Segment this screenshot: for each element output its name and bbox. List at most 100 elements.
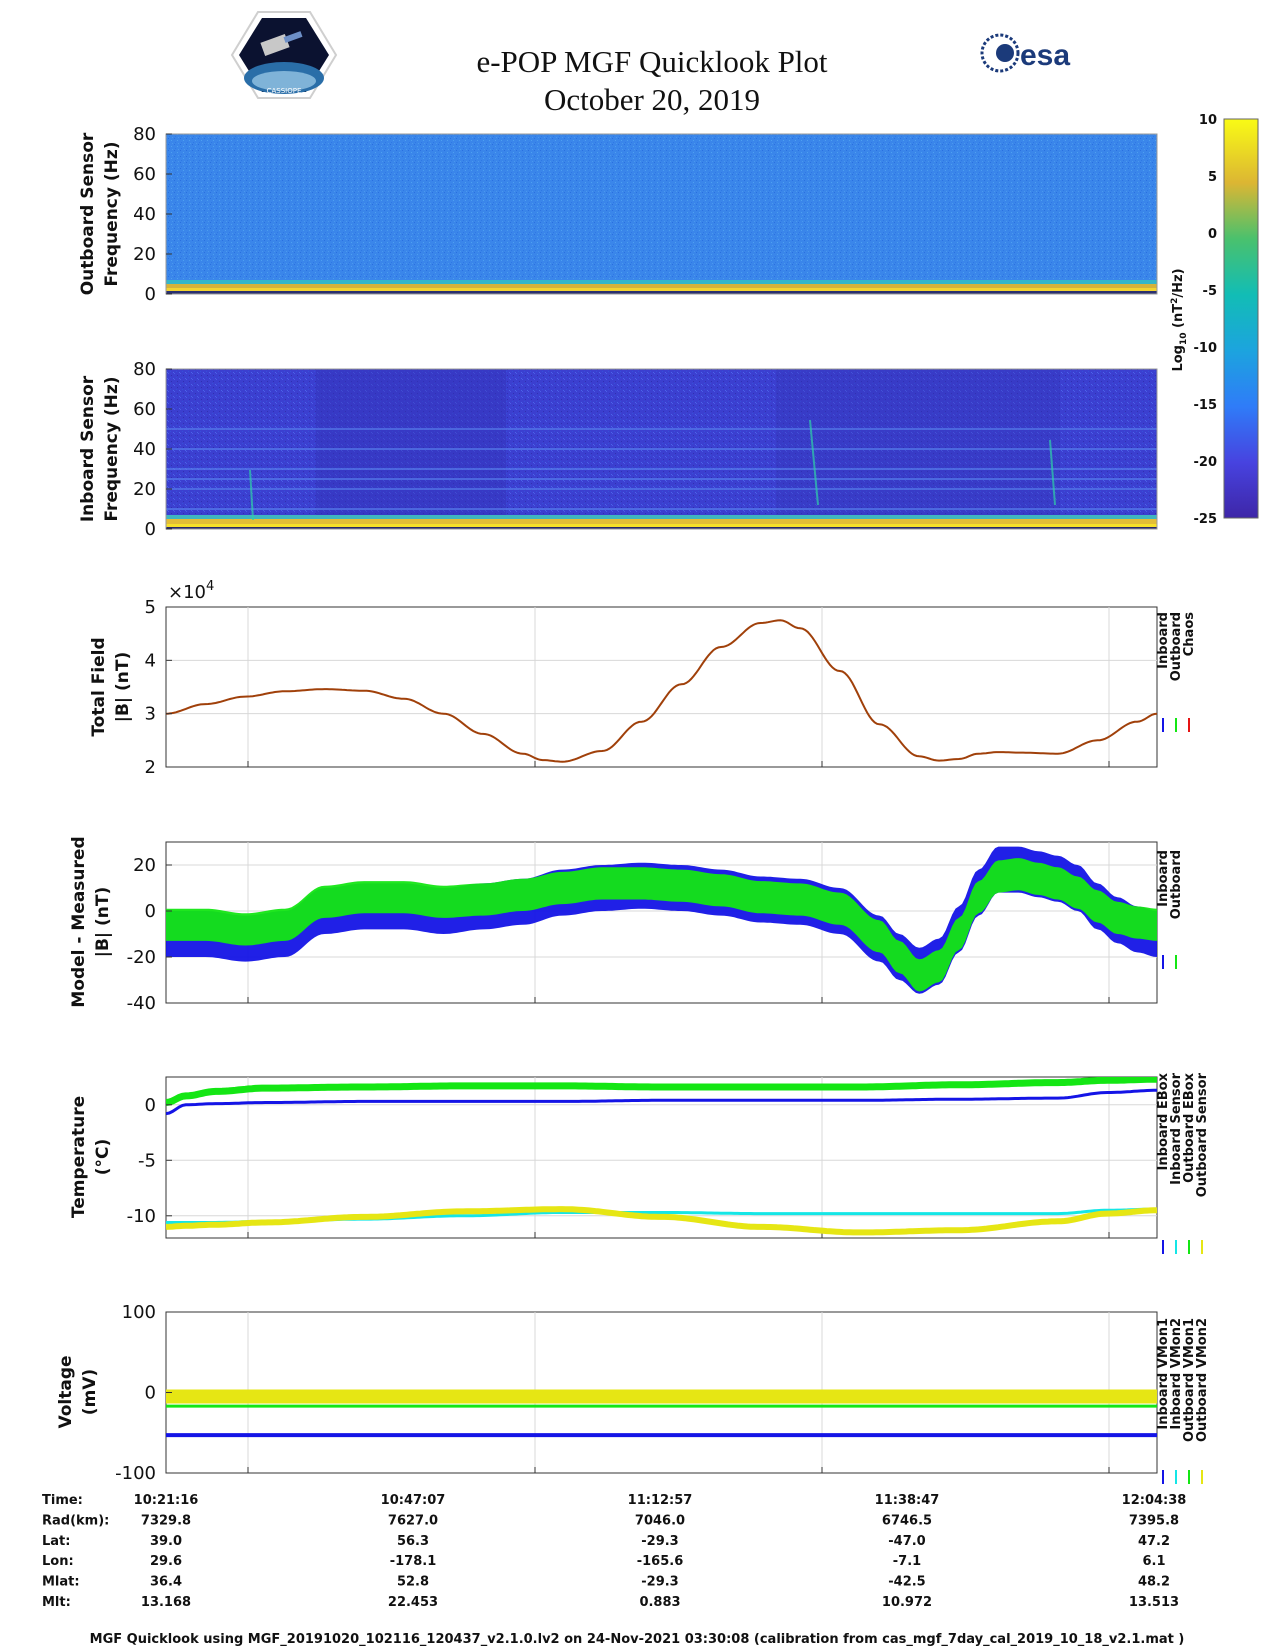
plot-date: October 20, 2019 [544,82,760,117]
ephemeris-cell-0-2: 39.0 [150,1534,182,1549]
temperature-ytick-0: 0 [145,1095,156,1116]
temperature-legend-label-0: Inboard EBox [1156,1072,1171,1170]
total-field-legend-label-1: Outboard [1169,612,1184,681]
ephemeris-cell-3-0: 11:38:47 [875,1493,940,1508]
total-field-exponent: ×104 [168,579,214,603]
total-field-ytick-0: 5 [145,597,156,618]
ephemeris-cell-2-5: 0.883 [639,1595,680,1610]
temperature-legend-label-1: Inboard Sensor [1169,1072,1184,1184]
model-measured-series-outboard [166,858,1157,992]
total-field-ylabel-line2: |B| (nT) [113,652,133,723]
temperature-legend-label-3: Outboard Sensor [1195,1072,1210,1197]
cassiope-logo: CASSIOPE [230,11,338,99]
ephemeris-cell-1-0: 10:47:07 [381,1493,446,1508]
ephemeris-row-label-1: Rad(km): [42,1513,109,1528]
inboard-ytick-2: 40 [133,439,156,460]
voltage-ylabel-line2: (mV) [80,1369,100,1415]
outboard-spectrogram [165,133,1158,295]
colorbar-tick-7: -25 [1194,512,1218,527]
total-field-ytick-3: 2 [145,757,156,778]
outboard-ytick-0: 80 [133,124,156,145]
voltage-legend-label-3: Outboard VMon2 [1195,1318,1210,1442]
outboard-ytick-4: 0 [145,284,156,305]
temperature-series-outboard-ebox [166,1077,1157,1106]
ephemeris-row-label-5: Mlt: [42,1595,71,1610]
ephemeris-cell-2-3: -165.6 [637,1554,684,1569]
ephemeris-cell-4-1: 7395.8 [1129,1513,1179,1528]
model-measured-legend-label-0: Inboard [1156,850,1171,907]
ephemeris-cell-4-4: 48.2 [1138,1575,1170,1590]
esa-logo-text: esa [1020,39,1070,72]
voltage-legend-label-1: Inboard VMon2 [1169,1318,1184,1430]
colorbar-tick-4: -10 [1194,341,1218,356]
voltage-legend-label-0: Inboard VMon1 [1156,1318,1171,1430]
outboard-ytick-3: 20 [133,244,156,265]
inboard-spectrogram [165,368,1158,530]
ephemeris-cell-4-5: 13.513 [1129,1595,1179,1610]
inboard-ylabel-line2: Frequency (Hz) [102,376,122,521]
colorbar-tick-5: -15 [1194,398,1218,413]
ephemeris-cell-2-4: -29.3 [641,1575,678,1590]
ephemeris-row-label-4: Mlat: [42,1575,80,1590]
ephemeris-cell-3-5: 10.972 [882,1595,932,1610]
ephemeris-row-label-0: Time: [42,1493,83,1508]
ephemeris-cell-1-1: 7627.0 [388,1513,438,1528]
total-field-ylabel-line1: Total Field [89,637,109,736]
ephemeris-cell-4-0: 12:04:38 [1122,1493,1187,1508]
outboard-ylabel-line1: Outboard Sensor [78,132,98,295]
ephemeris-cell-0-5: 13.168 [141,1595,191,1610]
ephemeris-cell-3-2: -47.0 [888,1534,925,1549]
colorbar-tick-6: -20 [1194,455,1218,470]
temperature-ylabel-line2: (°C) [93,1139,113,1176]
total-field-series-line [166,619,1157,763]
ephemeris-cell-1-5: 22.453 [388,1595,438,1610]
model-measured-axes [165,841,1158,1004]
model-measured-ytick-0: 20 [133,855,156,876]
voltage-axes [165,1311,1158,1474]
temperature-series-outboard-sensor [166,1206,1157,1236]
footer-caption: MGF Quicklook using MGF_20191020_102116_… [90,1632,1185,1647]
outboard-ytick-2: 40 [133,204,156,225]
temperature-ytick-2: -10 [127,1206,156,1227]
ephemeris-cell-1-2: 56.3 [397,1534,429,1549]
ephemeris-row-label-3: Lon: [42,1554,74,1569]
ephemeris-table: Time: 10:21:16 10:47:07 11:12:57 11:38:47 12:… [42,1493,1186,1610]
total-field-legend-label-0: Inboard [1156,612,1171,669]
colorbar [1223,118,1259,519]
voltage-ylabel-line1: Voltage [56,1355,76,1428]
colorbar-tick-0: 10 [1199,113,1217,128]
inboard-ytick-4: 0 [145,519,156,540]
temperature-legend-label-2: Outboard EBox [1182,1072,1197,1182]
temperature-series-inboard-ebox [166,1088,1157,1116]
ephemeris-cell-2-1: 7046.0 [635,1513,685,1528]
model-measured-ylabel-line2: |B| (nT) [93,887,113,958]
ephemeris-cell-4-2: 47.2 [1138,1534,1170,1549]
outboard-ytick-1: 60 [133,164,156,185]
ephemeris-cell-0-1: 7329.8 [141,1513,191,1528]
cassiope-logo-text: CASSIOPE [267,87,302,95]
ephemeris-cell-0-0: 10:21:16 [134,1493,199,1508]
colorbar-tick-1: 5 [1208,170,1217,185]
total-field-axes [165,606,1158,768]
outboard-ylabel-line2: Frequency (Hz) [102,141,122,286]
model-measured-ytick-3: -40 [127,993,156,1014]
plot-title: e-POP MGF Quicklook Plot [476,44,827,79]
inboard-ytick-3: 20 [133,479,156,500]
ephemeris-cell-2-2: -29.3 [641,1534,678,1549]
temperature-ylabel-line1: Temperature [69,1096,89,1218]
temperature-ytick-1: -5 [138,1150,156,1171]
temperature-axes [165,1076,1158,1239]
voltage-legend-label-2: Outboard VMon1 [1182,1318,1197,1442]
colorbar-tick-3: -5 [1203,284,1217,299]
inboard-ytick-0: 80 [133,359,156,380]
ephemeris-cell-3-1: 6746.5 [882,1513,932,1528]
ephemeris-cell-1-3: -178.1 [390,1554,437,1569]
ephemeris-cell-3-3: -7.1 [893,1554,921,1569]
ephemeris-cell-4-3: 6.1 [1142,1554,1165,1569]
colorbar-tick-2: 0 [1208,227,1217,242]
model-measured-ytick-1: 0 [145,901,156,922]
voltage-ytick-2: -100 [115,1463,156,1484]
voltage-ytick-1: 0 [145,1383,156,1404]
model-measured-ylabel-line1: Model - Measured [69,836,89,1007]
